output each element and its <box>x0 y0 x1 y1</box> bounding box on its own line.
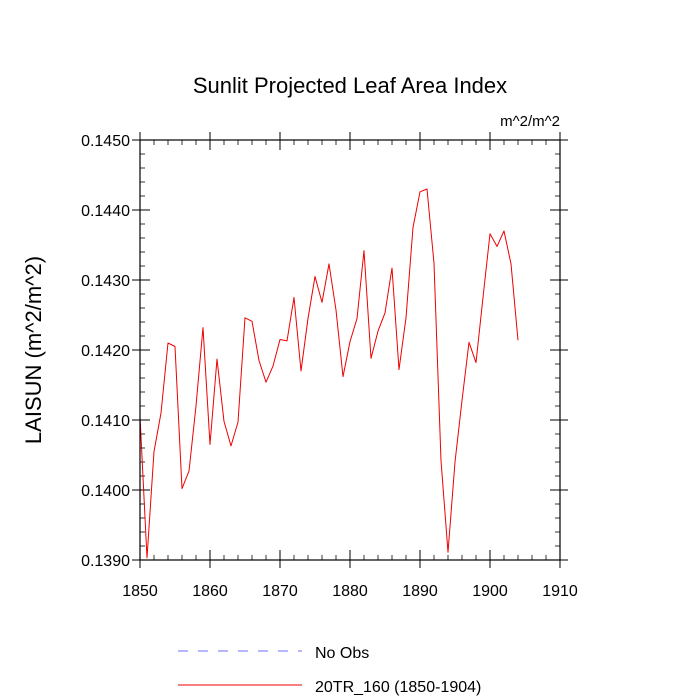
legend-label: No Obs <box>315 645 369 662</box>
x-tick-label: 1860 <box>192 583 228 600</box>
y-tick-label: 0.1420 <box>81 343 130 360</box>
y-tick-label: 0.1410 <box>81 413 130 430</box>
x-tick-labels: 1850 1860 1870 1880 1890 1900 1910 <box>122 583 578 600</box>
x-tick-label: 1880 <box>332 583 368 600</box>
x-tick-label: 1890 <box>402 583 438 600</box>
y-tick-label: 0.1430 <box>81 273 130 290</box>
y-tick-label: 0.1440 <box>81 203 130 220</box>
y-tick-label: 0.1450 <box>81 133 130 150</box>
x-tick-label: 1910 <box>542 583 578 600</box>
units-label: m^2/m^2 <box>500 113 560 130</box>
y-tick-label: 0.1400 <box>81 483 130 500</box>
legend-label: 20TR_160 (1850-1904) <box>315 679 481 696</box>
minor-ticks <box>139 139 561 561</box>
y-tick-label: 0.1390 <box>81 553 130 570</box>
y-tick-labels: 0.1390 0.1400 0.1410 0.1420 0.1430 0.1440 0.14… <box>81 133 130 570</box>
major-ticks <box>132 132 568 568</box>
chart-title: Sunlit Projected Leaf Area Index <box>193 73 507 98</box>
series-line <box>139 188 519 559</box>
legend: No Obs 20TR_160 (1850-1904) <box>178 645 481 696</box>
series-group <box>139 188 519 559</box>
y-axis-label: LAISUN (m^2/m^2) <box>21 256 46 444</box>
x-tick-label: 1850 <box>122 583 158 600</box>
plot-frame <box>139 139 561 561</box>
x-tick-label: 1900 <box>472 583 508 600</box>
x-tick-label: 1870 <box>262 583 298 600</box>
